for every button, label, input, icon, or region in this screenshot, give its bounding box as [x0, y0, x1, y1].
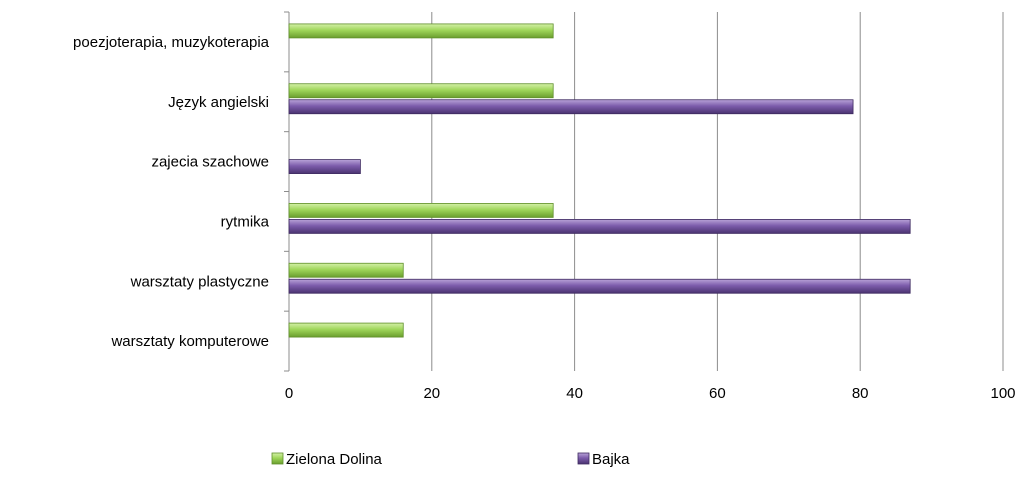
category-label: zajecia szachowe	[151, 154, 269, 171]
axes	[284, 11, 290, 372]
category-label: rytmika	[221, 213, 270, 230]
legend-swatch	[271, 452, 284, 465]
category-label: warsztaty plastyczne	[130, 273, 269, 290]
bar-zielona-dolina	[288, 203, 554, 218]
legend-label: Zielona Dolina	[286, 451, 383, 468]
bars	[288, 23, 911, 338]
x-tick-label: 80	[852, 385, 869, 402]
grid-lines	[431, 12, 1004, 371]
legend: Zielona Dolina Bajka	[271, 451, 630, 468]
x-tick-label: 40	[566, 385, 583, 402]
bar-zielona-dolina	[288, 262, 404, 278]
bar-zielona-dolina	[288, 83, 554, 99]
bar-bajka	[288, 278, 911, 294]
labels: 0 20 40 60 80 100 warsztaty komputerowe warszta…	[73, 34, 1015, 402]
bar-bajka	[288, 159, 361, 174]
category-label: Język angielski	[168, 94, 269, 111]
x-tick-label: 60	[709, 385, 726, 402]
x-tick-label: 20	[423, 385, 440, 402]
category-label: warsztaty komputerowe	[110, 333, 269, 350]
legend-swatch	[577, 452, 590, 465]
bar-zielona-dolina	[288, 322, 404, 338]
bar-bajka	[288, 99, 854, 115]
category-label: poezjoterapia, muzykoterapia	[73, 34, 270, 51]
bar-zielona-dolina	[288, 23, 554, 39]
x-tick-label: 100	[990, 385, 1015, 402]
legend-label: Bajka	[592, 451, 630, 468]
bar-bajka	[288, 219, 911, 234]
x-tick-label: 0	[285, 385, 293, 402]
